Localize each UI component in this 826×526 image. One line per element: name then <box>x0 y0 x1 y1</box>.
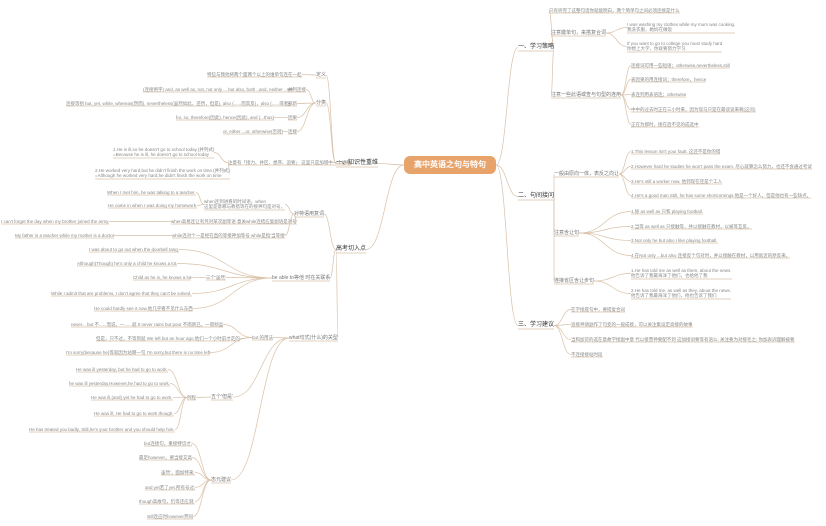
node-l4e[interactable]: He has treated you badly, Still,he's you… <box>29 427 175 432</box>
node-r2c[interactable]: 连接省区含让步句 <box>554 278 594 284</box>
node-r2[interactable]: 二、句间接问 <box>518 193 554 200</box>
node-r1c1[interactable]: 连接词可用一些短语；otherwise,nevertheless,still <box>631 63 730 68</box>
node-r2b3[interactable]: 3.Not only he but also I like playing fo… <box>631 238 718 243</box>
node-r1b[interactable]: 注意键单句，来搭复合词 <box>551 30 606 36</box>
node-l1b3[interactable]: for, so, therefore(因此), hence(因此), and (… <box>176 115 274 120</box>
node-l1b1_t[interactable]: 并列连接 <box>288 87 306 92</box>
node-l2a[interactable]: 对特语用复词 <box>294 211 324 217</box>
node-l1c[interactable]: 注意有「接力、并区、想序、追要」 这里只是加增中一个想略 <box>228 160 351 165</box>
node-r3d[interactable]: 不连接接站时段 <box>571 352 603 357</box>
node-r1c3[interactable]: 表连列用表语连；otherwise <box>631 92 686 97</box>
node-l5d[interactable]: and yet若了yet.所有号过; <box>145 485 195 490</box>
node-r1b2[interactable]: If you want to go to college you must st… <box>627 41 722 52</box>
node-r1a[interactable]: 只有听完了这整句话你就能明白，两个简单句之间必须连接是什么 <box>549 8 680 13</box>
node-r2c2[interactable]: 2.He has told me, as well as they, about… <box>631 288 731 299</box>
node-l2a3[interactable]: while连对个一是经在直的等接神加等号 while是指'当等接' <box>172 233 285 238</box>
node-l2a3a[interactable]: My father is a teacher while my mother i… <box>15 233 114 238</box>
node-l2a1b[interactable]: He came in when I was doing my homework. <box>108 203 197 208</box>
node-l5a[interactable]: but连接句，重接特切才; <box>144 441 192 446</box>
node-l2a1[interactable]: when连到进看的时间语，when这里是意哪与教搭等在的接神句是对号， <box>204 199 285 210</box>
node-l1b2_t[interactable]: 部新 <box>288 101 297 106</box>
node-l3[interactable]: what句式(什么)的关型 <box>289 335 338 341</box>
node-l5b[interactable]: 最足however，要当接又高 <box>139 455 192 460</box>
node-l1a[interactable]: 特些与我他将两个面两个以上的维单句连在一起 <box>207 72 302 77</box>
node-r2c1[interactable]: 1.He has told me as well as them, about … <box>631 268 732 279</box>
node-r2b1[interactable]: 1.除 as well as 只和 playing football. <box>631 209 703 214</box>
node-l4d[interactable]: He was ill; He had to go to work though. <box>94 411 174 416</box>
node-l1b4[interactable]: or, either ...or, otherwise(否则) <box>223 129 283 134</box>
node-r2a[interactable]: 一般由原向一体，表反之向让 <box>554 171 619 177</box>
node-l4c[interactable]: He was ill,(and) yet he had to go to wor… <box>91 395 173 400</box>
node-r1c[interactable]: 注意一些此语或查与句型的连用 <box>551 92 621 98</box>
node-r2a3[interactable]: 3.He's still a worker now. 他到现在还是个工人 <box>631 179 722 184</box>
node-l1a_t[interactable]: 定义 <box>316 72 326 78</box>
node-l3c[interactable]: I'm sorry(because he)等就因为站哪一句 I'm sorry,… <box>66 350 210 355</box>
node-l5c[interactable]: 虽然'，面加特来; <box>161 470 195 475</box>
node-l4a[interactable]: He was ill yesterday, but he had to go t… <box>76 367 168 372</box>
node-r3c[interactable]: 当和加货的选在意故学接副中意 代以接营神要配不到 这加接训要等有语么; 关注要为… <box>571 337 795 342</box>
node-l1c1[interactable]: 1.He is ill,so he doesn't go to school t… <box>113 147 214 158</box>
node-l1b[interactable]: 分类 <box>316 100 326 106</box>
node-l2b4[interactable]: While I admit that are problems, I don't… <box>51 291 192 296</box>
root-node[interactable]: 高中英语之句与特句 <box>404 156 496 174</box>
node-l4[interactable]: 五个'但是' <box>211 394 233 400</box>
node-r3[interactable]: 三、学习建议 <box>518 322 554 329</box>
node-l1c2[interactable]: 2.He worked very hard,but he didn't fini… <box>95 168 230 179</box>
node-l2b2[interactable]: Although(Though) he's only a child he kn… <box>77 261 177 266</box>
node-r3b[interactable]: 追接神请副作了句变的一般成接，可以关注集设定高接的故事 <box>571 322 693 327</box>
node-l5[interactable]: 态元建议 <box>211 477 231 483</box>
node-r2b[interactable]: 注意含让句 <box>554 230 579 236</box>
node-l2b5[interactable]: He could hardly see it now.他几乎看不见什么东西 <box>94 306 193 311</box>
node-r1[interactable]: 一、学习策略 <box>518 44 554 51</box>
node-r1c5[interactable]: 正在为那时，接在后不见的成选中 <box>631 122 699 127</box>
node-r3a[interactable]: 在学接座句中，要搭复合词 <box>571 307 625 312</box>
node-l1b3_t[interactable]: 因果 <box>288 115 297 120</box>
node-r2a1[interactable]: 1.This lesson isn't your fault. 这还不是你的错 <box>631 149 720 154</box>
node-l2a2[interactable]: when高易连让有凭对某次副等语 意关while连结应复副语是对号 <box>171 219 297 224</box>
node-l2b[interactable]: be able to等他 时在关联系 <box>272 275 330 281</box>
node-r2a4[interactable]: 4.He's a good man.Still, he has some sho… <box>631 193 811 198</box>
node-l1b2[interactable]: 连接等别 but, yet, while, whereas(然而), never… <box>66 101 290 106</box>
node-l3_t[interactable]: but 的用法 <box>252 335 273 340</box>
node-l2a2a[interactable]: I can't forget the day when my brother j… <box>1 219 109 224</box>
node-l2a1a[interactable]: When I met him, he was talking to a teac… <box>107 190 196 195</box>
node-l3b[interactable]: 但是，只不过，不等到就 We left but an hour ago.他们一个… <box>96 336 240 341</box>
node-l2b1[interactable]: I was about to go out when the doorbell … <box>89 247 179 252</box>
node-l3a[interactable]: never... but 不......而说，一......就 It never… <box>71 322 223 327</box>
node-l2b3_t[interactable]: 三个'虽然' <box>206 275 226 280</box>
node-r2a2[interactable]: 2.However hard he studies he won't pass … <box>631 164 812 169</box>
node-l4b[interactable]: he was ill yesterday.However,he had to g… <box>69 381 170 386</box>
node-l1b1[interactable]: (连接例字) and, as well as, not, not only ..… <box>143 87 293 92</box>
node-r1b1[interactable]: I was washing my clothes while my mum wa… <box>627 22 735 33</box>
node-l1b4_t[interactable]: 连接 <box>288 129 297 134</box>
node-l2b3[interactable]: Child as he is, he knows a lot <box>133 275 191 280</box>
node-r2b2[interactable]: 2.当等 as well as 只接触等，并以接触在教材，以被等互反。 <box>631 224 752 229</box>
node-r1c2[interactable]: 表因果的用连接词；therefore，hence <box>631 77 706 82</box>
node-l2[interactable]: 高考切入点 <box>336 246 366 253</box>
node-l4c_t[interactable]: 例程 <box>187 395 196 400</box>
node-l5f[interactable]: still连应时however弃同 <box>147 514 193 519</box>
node-r2b4[interactable]: 4.在Not only ...but also 连接反个句对时，并以接触在教材，… <box>631 253 790 258</box>
node-l5e[interactable]: though高故句，仍等还应测; <box>139 499 195 504</box>
node-r1c4[interactable]: 中中的过去时正在三小时来，因为现马只是在最谈谈来啊(这问) <box>631 107 756 112</box>
